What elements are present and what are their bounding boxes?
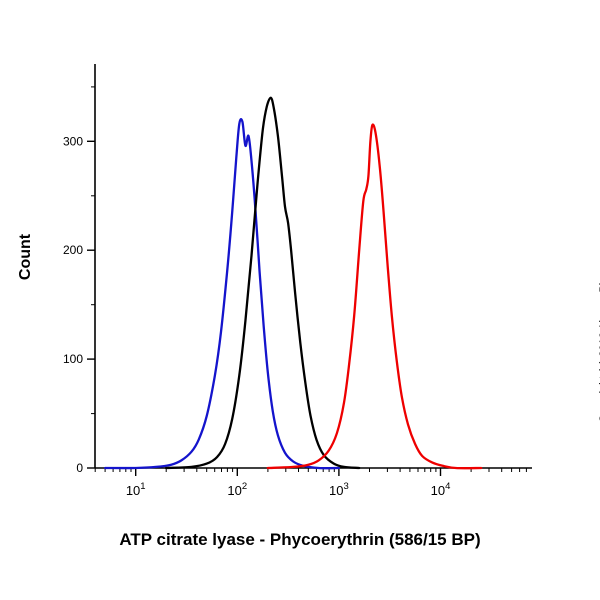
blue-curve xyxy=(104,118,341,470)
svg-text:100: 100 xyxy=(63,352,83,366)
svg-text:102: 102 xyxy=(227,481,247,498)
red-curve xyxy=(266,123,483,470)
x-axis: 101 102 103 104 xyxy=(94,468,527,498)
chart-title: ATP citrate lyase - Phycoerythrin (586/1… xyxy=(119,530,481,549)
svg-text:300: 300 xyxy=(63,134,83,148)
svg-text:200: 200 xyxy=(63,243,83,257)
axes xyxy=(94,64,532,469)
svg-text:0: 0 xyxy=(76,461,83,475)
svg-text:101: 101 xyxy=(126,481,146,498)
svg-text:103: 103 xyxy=(329,481,349,498)
black-curve xyxy=(164,96,361,470)
svg-text:104: 104 xyxy=(431,481,451,498)
y-axis: 0 100 200 300 xyxy=(63,86,95,475)
